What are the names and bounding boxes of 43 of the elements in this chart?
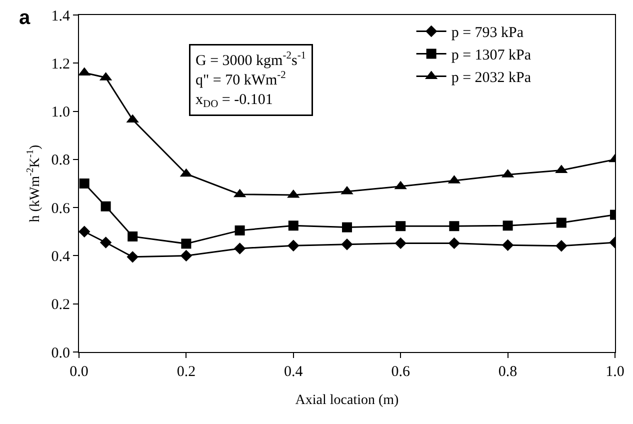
x-tick-label: 0.0 <box>70 364 88 380</box>
point <box>556 218 566 228</box>
point <box>288 240 300 252</box>
legend-label: p = 2032 kPa <box>451 70 532 86</box>
text: G = 3000 kgm$^{-2}$s$^{-1}$ q" = 70 kWm$^{-2}$ x$_{DO}$ = -0.101 <box>196 50 306 110</box>
y-tick-label: 0.0 <box>51 345 70 362</box>
y-tick-label: 0.6 <box>51 200 70 217</box>
x-tick-label: 0.8 <box>498 364 518 380</box>
legend-label: p = 793 kPa <box>451 25 524 42</box>
point <box>79 67 91 76</box>
point <box>180 250 192 262</box>
point <box>502 220 513 231</box>
y-tick-label: 0.4 <box>51 248 70 265</box>
legend-label: p = 1307 kPa <box>451 48 532 64</box>
point <box>448 237 460 250</box>
y-tick-label: 1.4 <box>51 8 70 24</box>
point <box>396 221 406 232</box>
point <box>79 178 90 188</box>
point <box>126 251 138 263</box>
point <box>556 240 568 252</box>
point <box>288 220 298 231</box>
point <box>502 239 514 251</box>
point <box>449 221 460 232</box>
x-tick-label: 0.6 <box>391 364 410 380</box>
point <box>342 222 352 232</box>
x-axis-title: Axial location (m) <box>295 393 400 408</box>
point <box>128 231 138 242</box>
point <box>100 236 112 248</box>
y-tick-label: 1.2 <box>51 56 70 72</box>
y-tick-label: 0.2 <box>51 297 70 314</box>
x-tick-label: 0.2 <box>176 364 196 380</box>
text: a <box>19 7 31 29</box>
x-tick-label: 0.4 <box>284 364 304 380</box>
point <box>79 226 90 238</box>
point <box>234 242 246 254</box>
point <box>234 225 245 236</box>
point <box>100 201 111 212</box>
y-tick-label: 0.8 <box>51 152 70 169</box>
point <box>341 238 353 250</box>
y-tick-label: 1.0 <box>51 104 70 121</box>
point <box>181 238 192 249</box>
x-tick-label: 1.0 <box>606 364 624 380</box>
point <box>394 237 406 250</box>
